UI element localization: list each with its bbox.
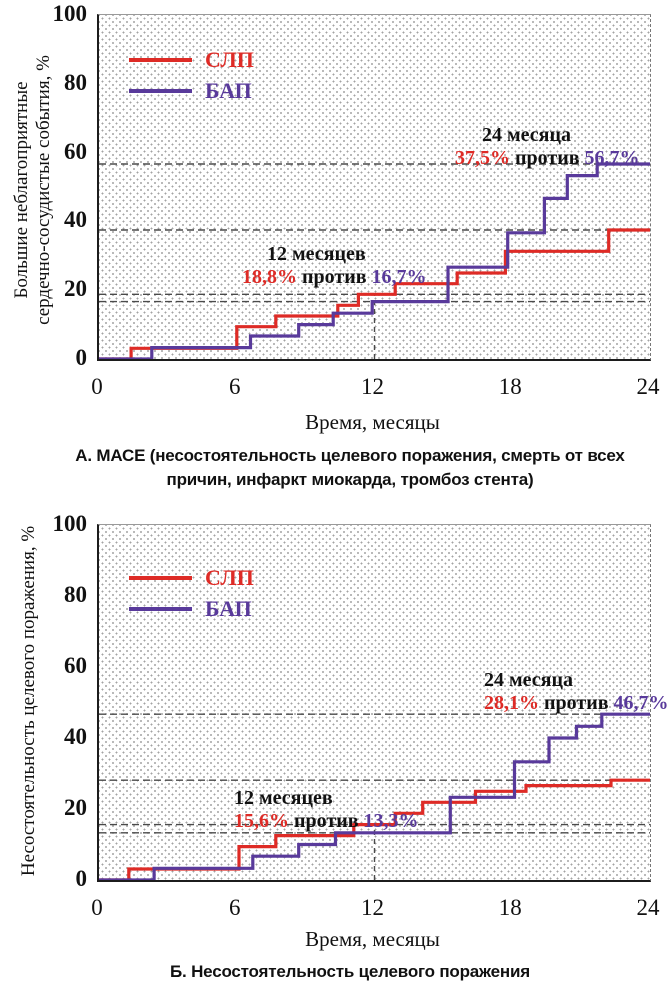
versus-label: против bbox=[544, 692, 609, 714]
x-axis-title-b: Время, месяцы bbox=[305, 927, 440, 951]
y-tick-label: 60 bbox=[64, 138, 87, 164]
slp-line-swatch bbox=[129, 58, 192, 62]
x-tick-label: 6 bbox=[229, 895, 241, 920]
versus-label: против bbox=[302, 266, 367, 288]
legend-item-bap: БАП bbox=[129, 79, 254, 103]
y-tick-label: 100 bbox=[52, 1, 88, 27]
y-tick-label: 40 bbox=[64, 724, 87, 750]
y-tick-label: 80 bbox=[64, 582, 87, 608]
annotation-24-months-b: 24 месяца 28,1% против 46,7% bbox=[484, 669, 669, 715]
x-tick-label: 24 bbox=[636, 895, 660, 920]
annotation-title: 12 месяцев bbox=[234, 787, 333, 809]
annotation-title: 24 месяца bbox=[482, 124, 571, 146]
bap-value: 16,7% bbox=[371, 266, 427, 288]
y-axis-title-b: Несостоятельность целевого поражения, % bbox=[18, 525, 39, 877]
caption-a: А. МАСЕ (несостоятельность целевого пора… bbox=[75, 446, 625, 489]
legend-a: СЛП БАП bbox=[129, 48, 254, 103]
annotation-values: 18,8% против 16,7% bbox=[242, 266, 427, 289]
caption-b: Б. Несостоятельность целевого поражения bbox=[170, 962, 530, 981]
y-tick-label: 80 bbox=[64, 69, 87, 95]
bap-line-swatch bbox=[129, 607, 192, 611]
x-tick-label: 18 bbox=[498, 895, 522, 920]
slp-value: 37,5% bbox=[455, 147, 510, 169]
slp-value: 18,8% bbox=[242, 266, 297, 288]
annotation-12-months-b: 12 месяцев 15,6% против 13,3% bbox=[234, 787, 419, 833]
annotation-values: 15,6% против 13,3% bbox=[234, 810, 419, 833]
legend-b: СЛП БАП bbox=[129, 566, 254, 621]
plot-area-a: СЛП БАП 12 месяцев 18,8% против 16,7% 24… bbox=[97, 14, 651, 361]
legend-label-slp: СЛП bbox=[205, 565, 254, 590]
curves-b bbox=[99, 712, 650, 880]
x-tick-label: 0 bbox=[91, 895, 103, 920]
y-tick-label: 40 bbox=[64, 207, 87, 233]
legend-label-bap: БАП bbox=[205, 596, 252, 621]
y-tick-label: 0 bbox=[75, 866, 88, 892]
legend-item-slp: СЛП bbox=[129, 48, 254, 72]
slp-line-swatch bbox=[129, 576, 192, 580]
versus-label: против bbox=[294, 810, 359, 832]
annotation-values: 28,1% против 46,7% bbox=[484, 692, 669, 715]
x-tick-label: 0 bbox=[91, 374, 103, 399]
x-axis-title-a: Время, месяцы bbox=[305, 410, 440, 434]
bap-value: 56,7% bbox=[584, 147, 640, 169]
x-tick-label: 6 bbox=[229, 374, 241, 399]
annotation-title: 12 месяцев bbox=[267, 243, 366, 265]
bap-value: 13,3% bbox=[363, 810, 419, 832]
curves-a bbox=[99, 162, 650, 359]
x-tick-label: 12 bbox=[361, 374, 384, 399]
y-tick-label: 20 bbox=[64, 276, 87, 302]
annotation-values: 37,5% против 56,7% bbox=[455, 147, 640, 170]
y-tick-label: 20 bbox=[64, 795, 87, 821]
versus-label: против bbox=[515, 147, 580, 169]
x-tick-label: 18 bbox=[498, 374, 522, 399]
bap-line-swatch bbox=[129, 89, 192, 93]
bap-value: 46,7% bbox=[613, 692, 669, 714]
slp-value: 15,6% bbox=[234, 810, 289, 832]
annotation-title: 24 месяца bbox=[484, 669, 573, 691]
y-tick-label: 0 bbox=[75, 345, 88, 371]
legend-label-bap: БАП bbox=[205, 78, 252, 103]
y-tick-label: 60 bbox=[64, 653, 87, 679]
x-tick-label: 12 bbox=[361, 895, 384, 920]
plot-area-b: СЛП БАП 12 месяцев 15,6% против 13,3% 24… bbox=[97, 524, 669, 882]
annotation-24-months-a: 24 месяца 37,5% против 56,7% bbox=[455, 124, 640, 170]
legend-item-slp: СЛП bbox=[129, 566, 254, 590]
legend-label-slp: СЛП bbox=[205, 47, 254, 72]
slp-value: 28,1% bbox=[484, 692, 539, 714]
annotation-12-months-a: 12 месяцев 18,8% против 16,7% bbox=[242, 243, 427, 289]
y-tick-label: 100 bbox=[52, 511, 88, 537]
x-tick-label: 24 bbox=[636, 374, 660, 399]
legend-item-bap: БАП bbox=[129, 597, 254, 621]
